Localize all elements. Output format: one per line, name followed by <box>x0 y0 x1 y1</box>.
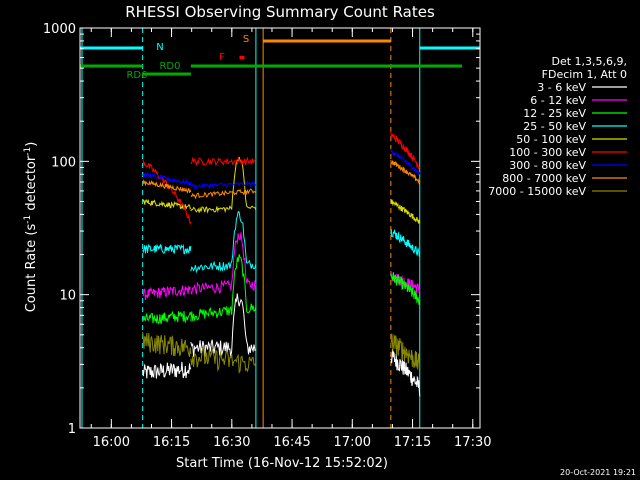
y-tick-label: 1000 <box>43 22 76 37</box>
series-line-3-6-kev <box>142 293 421 397</box>
x-tick-label: 17:30 <box>454 435 491 450</box>
legend-entry-label: 50 - 100 keV <box>516 133 586 146</box>
flag-label: F <box>219 52 225 63</box>
series-line-25-50-kev <box>142 210 421 274</box>
legend-entry-label: 25 - 50 keV <box>523 120 586 133</box>
legend-header-line-1: Det 1,3,5,6,9, <box>551 55 627 68</box>
x-tick-label: 16:45 <box>273 435 310 450</box>
timestamp: 20-Oct-2021 19:21 <box>560 468 636 477</box>
flag-label: N <box>156 42 163 53</box>
y-axis-label: Count Rate (s-1 detector-1) <box>23 142 39 313</box>
series-line-12-25-kev <box>142 254 421 325</box>
legend-entry-label: 3 - 6 keV <box>537 81 586 94</box>
y-tick-label: 10 <box>59 289 76 304</box>
x-tick-label: 17:15 <box>394 435 431 450</box>
y-tick-label: 1 <box>68 422 76 437</box>
flag-label: RD6 <box>126 70 147 81</box>
legend-entry-label: 800 - 7000 keV <box>502 172 586 185</box>
flare-flag-mark <box>239 56 245 59</box>
legend: Det 1,3,5,6,9, FDecim 1, Att 0 3 - 6 keV… <box>488 55 627 198</box>
legend-entry-label: 100 - 300 keV <box>509 146 586 159</box>
legend-entry-label: 300 - 800 keV <box>509 159 586 172</box>
x-tick-label: 17:00 <box>334 435 371 450</box>
flag-label: S <box>243 34 249 45</box>
series-line-800-7000-kev <box>142 160 421 200</box>
legend-entry-label: 6 - 12 keV <box>530 94 586 107</box>
x-tick-label: 16:00 <box>93 435 130 450</box>
y-tick-label: 100 <box>51 155 76 170</box>
axes: 1 10 100 1000 16:00 16:15 16:30 16:45 17:00 17:15… <box>43 22 492 450</box>
series-line-300-800-kev <box>142 148 421 191</box>
chart-title: RHESSI Observing Summary Count Rates <box>125 3 435 21</box>
plot-frame <box>79 27 481 429</box>
series-line-7000-15000-kev <box>142 331 421 374</box>
x-tick-label: 16:30 <box>213 435 250 450</box>
x-tick-label: 16:15 <box>153 435 190 450</box>
legend-entry-label: 12 - 25 keV <box>523 107 586 120</box>
legend-entry-label: 7000 - 15000 keV <box>488 185 586 198</box>
flag-label: RD0 <box>159 61 180 72</box>
plot-area: N S F RD0 RD6 <box>80 28 481 428</box>
x-axis-label: Start Time (16-Nov-12 15:52:02) <box>176 456 388 471</box>
legend-header-line-2: FDecim 1, Att 0 <box>542 68 627 81</box>
series-line-50-100-kev <box>142 156 421 224</box>
